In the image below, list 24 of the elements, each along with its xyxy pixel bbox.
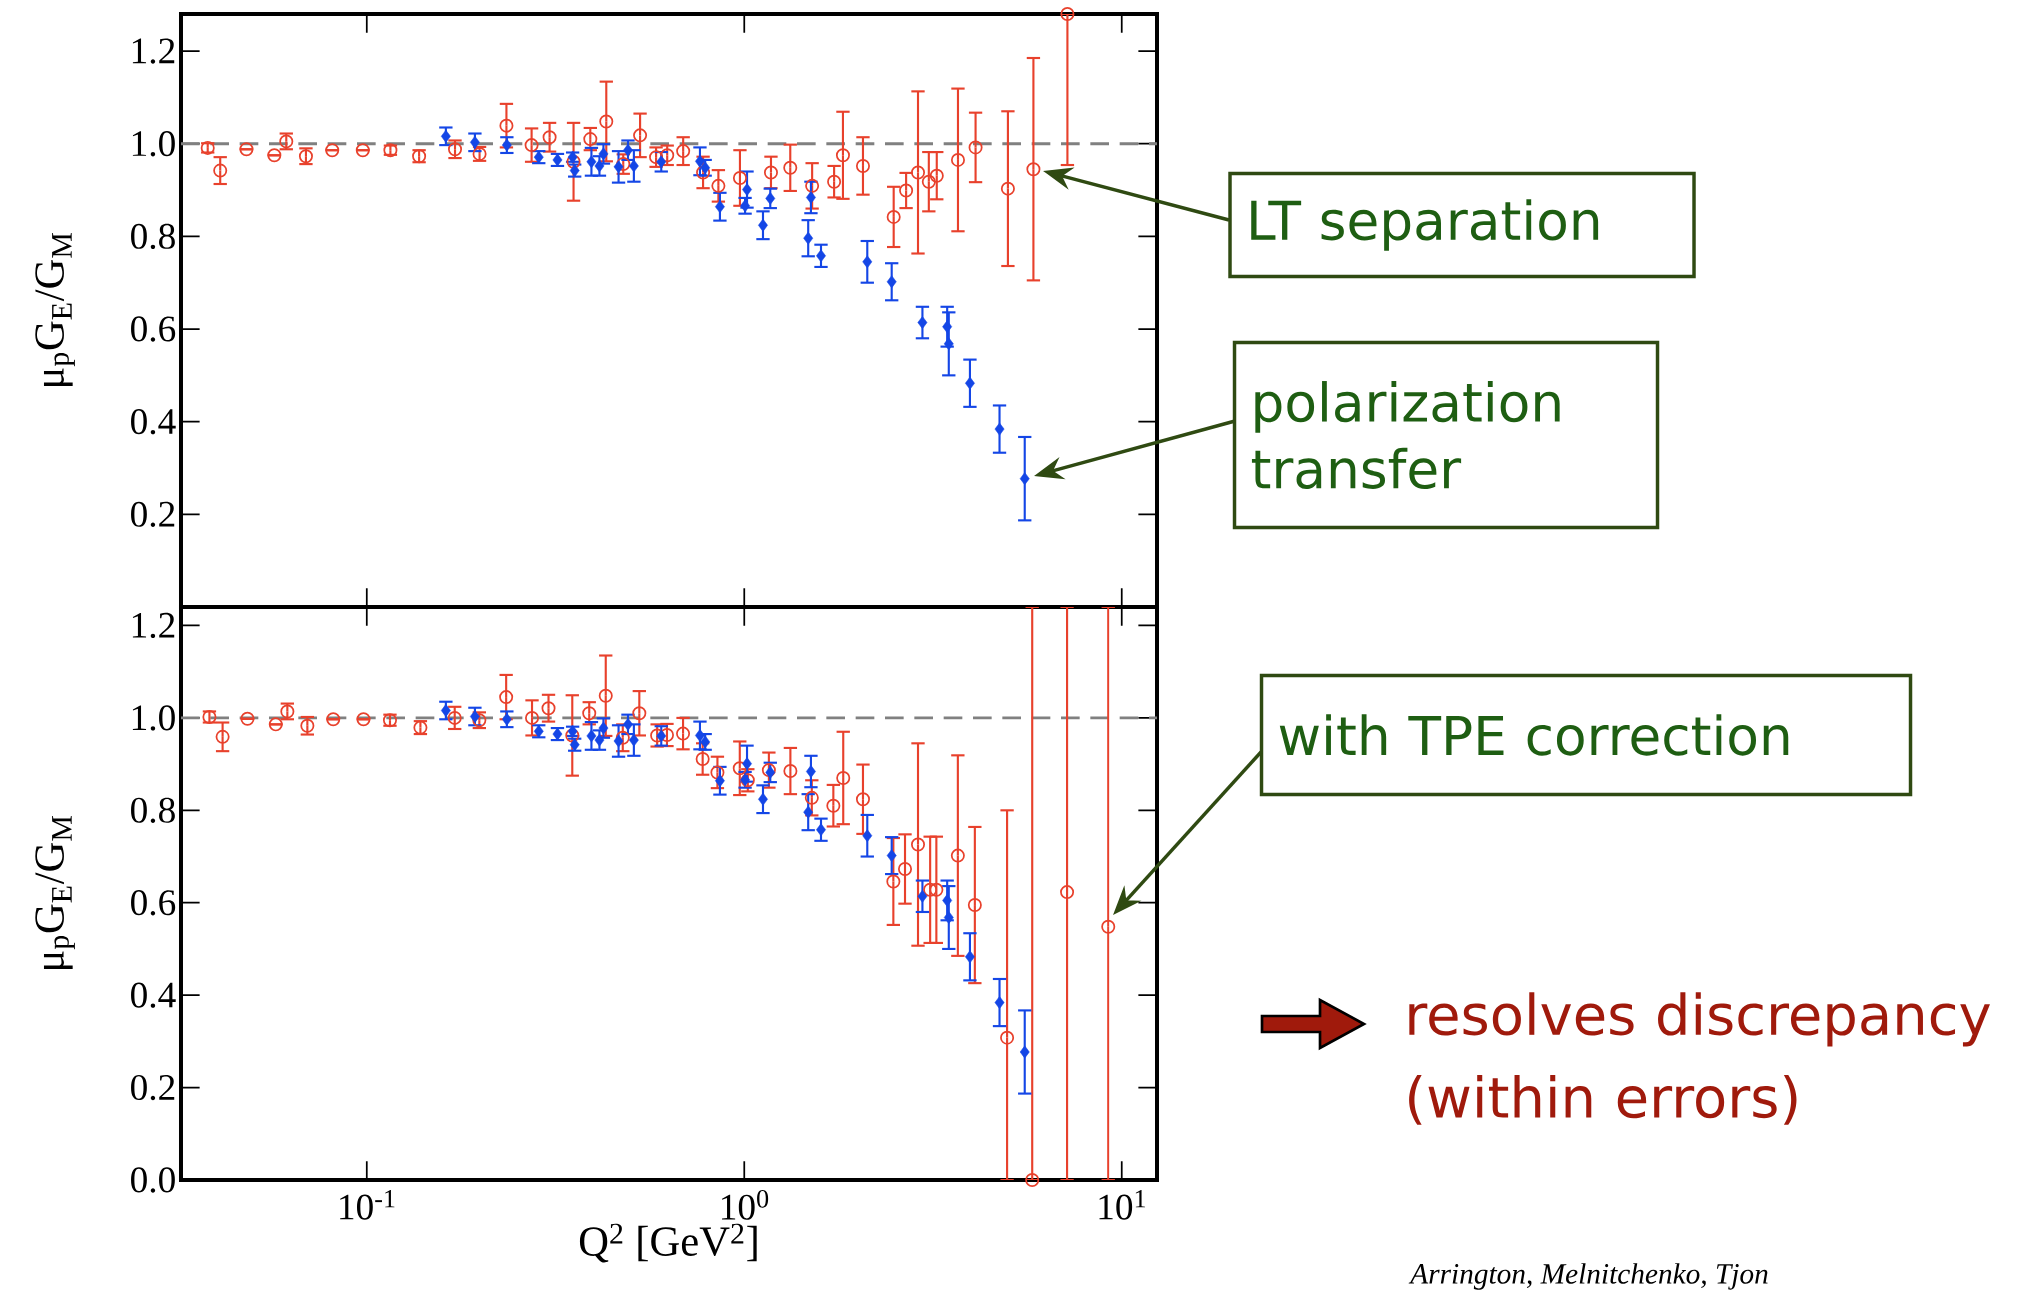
x-tick-label: 10$^{1}$	[1099, 1190, 1146, 1220]
y-tick-label: 1.2	[132, 612, 175, 639]
y-tick-label: 0.0	[131, 1167, 175, 1193]
y-tick-label: 0.4	[131, 409, 176, 435]
y-tick-label: 0.2	[131, 1074, 175, 1101]
y-tick-label: 0.8	[131, 223, 175, 250]
y-axis-title: μ$_{p}$G$_{E}$/G$_{M}$	[35, 816, 75, 970]
x-axis-title: Q$^{2}$ [GeV$^{2}$]	[579, 1223, 757, 1263]
y-tick-label: 1.0	[132, 131, 175, 157]
y-axis-title: μ$_{p}$G$_{E}$/G$_{M}$	[35, 232, 75, 387]
text: LT separation	[1251, 199, 1599, 251]
y-tick-label: 0.6	[131, 890, 176, 916]
text: resolves discrepancy (within errors)	[1409, 992, 1990, 1125]
y-tick-label: 0.6	[131, 316, 176, 342]
y-tick-label: 1.2	[132, 38, 175, 64]
y-tick-label: 0.4	[131, 982, 176, 1008]
text: polarization transfer	[1251, 381, 1560, 489]
y-tick-label: 0.8	[131, 797, 175, 823]
y-tick-label: 1.0	[132, 705, 175, 731]
text: with TPE correction	[1279, 714, 1789, 756]
y-tick-label: 0.2	[131, 501, 175, 528]
x-tick-label: 10$^{0}$	[722, 1190, 769, 1220]
x-tick-label: 10$^{-1}$	[340, 1190, 395, 1220]
text: Arrington, Melnitchenko, Tjon	[1408, 1263, 1768, 1290]
